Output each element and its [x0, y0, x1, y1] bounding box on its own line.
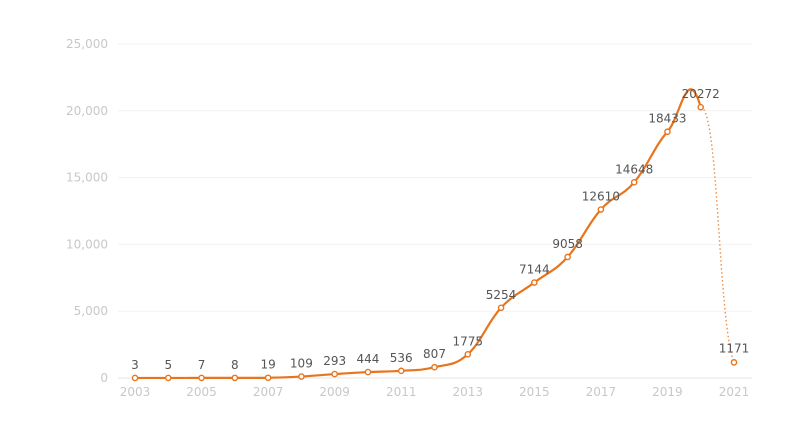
y-tick-label: 5,000	[74, 304, 108, 318]
data-label: 3	[131, 358, 139, 372]
data-point	[198, 374, 205, 382]
y-tick-label: 20,000	[66, 104, 108, 118]
series-line-projected	[700, 106, 735, 363]
data-point	[697, 103, 705, 111]
data-label: 14648	[615, 162, 653, 176]
data-point	[131, 374, 139, 382]
x-tick-label: 2003	[120, 385, 151, 399]
data-point	[431, 363, 438, 371]
data-label: 18433	[648, 112, 686, 126]
data-label: 7	[198, 358, 206, 372]
y-tick-label: 10,000	[66, 237, 108, 251]
data-label: 8	[231, 358, 239, 372]
x-tick-label: 2019	[652, 385, 683, 399]
x-tick-label: 2007	[253, 385, 284, 399]
data-label: 1171	[719, 341, 750, 355]
data-point	[597, 206, 605, 213]
data-point	[730, 359, 738, 366]
y-tick-label: 15,000	[66, 171, 108, 185]
data-label: 536	[390, 351, 413, 365]
data-label: 807	[423, 347, 446, 361]
series-line	[134, 88, 702, 380]
data-point	[564, 253, 571, 261]
data-label: 1775	[453, 334, 484, 348]
data-label: 5254	[486, 288, 517, 302]
data-point	[331, 370, 338, 378]
data-point	[397, 367, 405, 375]
data-label: 444	[356, 352, 379, 366]
data-point	[264, 374, 272, 382]
x-tick-label: 2011	[386, 385, 417, 399]
data-label: 20272	[682, 87, 720, 101]
data-point	[531, 279, 538, 286]
x-tick-label: 2015	[519, 385, 550, 399]
y-tick-label: 0	[100, 371, 108, 385]
data-point	[298, 373, 305, 380]
data-point	[231, 374, 239, 382]
x-tick-label: 2017	[586, 385, 617, 399]
data-label: 109	[290, 357, 313, 371]
data-point	[464, 350, 472, 358]
data-label: 9058	[552, 237, 583, 251]
data-point	[364, 368, 372, 376]
data-label: 5	[164, 358, 172, 372]
x-tick-label: 2005	[186, 385, 217, 399]
x-tick-label: 2021	[719, 385, 750, 399]
data-point	[497, 304, 505, 312]
data-point	[630, 179, 638, 186]
y-tick-label: 25,000	[66, 37, 108, 51]
data-label: 19	[260, 358, 275, 372]
data-label: 12610	[582, 190, 620, 204]
data-label: 293	[323, 354, 346, 368]
x-tick-label: 2009	[319, 385, 350, 399]
data-label: 7144	[519, 263, 550, 277]
data-point	[164, 374, 172, 382]
data-point	[664, 128, 671, 136]
x-tick-label: 2013	[453, 385, 484, 399]
